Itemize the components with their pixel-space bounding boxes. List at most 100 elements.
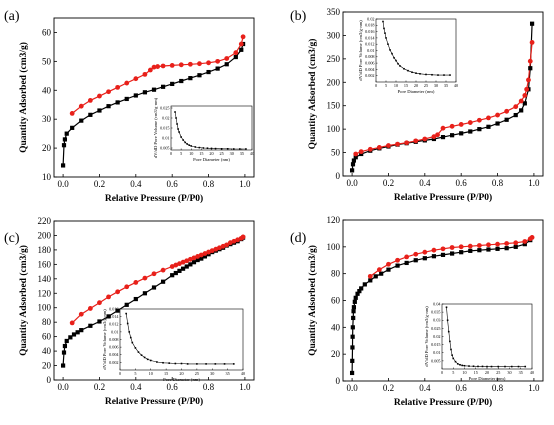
- desorption-point-9: [169, 63, 175, 68]
- inset-point-4: [131, 341, 134, 344]
- inset-x-tick-label: 25: [424, 83, 428, 88]
- adsorption-point-4: [350, 325, 355, 330]
- x-tick-label: 0.6: [456, 383, 468, 393]
- adsorption-point-7: [351, 305, 357, 310]
- inset-point-3: [449, 340, 451, 343]
- inset-point-15: [180, 362, 183, 365]
- adsorption-point-3: [64, 338, 69, 344]
- y-tick-label: 60: [42, 27, 52, 37]
- desorption-markers: [69, 34, 246, 116]
- desorption-point-14: [413, 251, 419, 257]
- y-tick-label: 40: [42, 85, 52, 95]
- adsorption-point-19: [495, 121, 500, 126]
- desorption-point-13: [147, 67, 153, 73]
- adsorption-point-11: [115, 308, 120, 313]
- x-tick-label: 0.8: [492, 178, 504, 188]
- x-tick-label: 0.6: [167, 179, 179, 189]
- desorption-point-4: [215, 58, 221, 64]
- inset-point-2: [128, 331, 131, 333]
- desorption-point-8: [495, 112, 500, 118]
- inset-y-tick-label: 0.03: [433, 318, 440, 323]
- inset-point-18: [226, 148, 229, 150]
- adsorption-point-1: [61, 143, 67, 148]
- inset-point-0: [174, 111, 176, 113]
- inset-point-14: [206, 147, 209, 149]
- inset-point-0: [382, 20, 384, 23]
- desorption-point-5: [224, 242, 230, 248]
- adsorption-point-18: [197, 73, 202, 78]
- inset-x-axis-label: Pore Diameter (nm): [193, 157, 230, 162]
- y-tick-label: 20: [42, 361, 52, 371]
- desorption-point-2: [233, 50, 239, 56]
- x-axis-label: Relative Pressure (P/P0): [394, 192, 492, 203]
- y-tick-label: 0: [47, 375, 52, 385]
- adsorption-point-9: [353, 295, 358, 300]
- adsorption-point-3: [64, 131, 69, 136]
- y-tick-label: 10: [42, 172, 52, 182]
- panel-c: (c)0.0 0.2 0.4 0.6 0.8 1.00204060801001201401…: [4, 216, 255, 407]
- x-tick-label: 0.2: [383, 383, 394, 393]
- inset-y-tick-label: 0.008: [365, 54, 374, 59]
- panel-d: (d)0.0 0.2 0.4 0.6 0.8 1.0020406080100120Rela…: [290, 215, 544, 408]
- inset-x-tick-label: 25: [496, 370, 500, 375]
- desorption-point-0: [240, 34, 246, 40]
- y-tick-label: 120: [38, 288, 52, 298]
- inset-chart: 0 5 10 15 20 25 30 35 40 0.002 0.004 0.006 0.008 0.01…: [102, 306, 245, 382]
- adsorption-point-16: [179, 78, 184, 84]
- inset-point-2: [384, 32, 386, 34]
- adsorption-point-0: [60, 163, 66, 168]
- inset-y-tick-label: 0.015: [431, 342, 440, 347]
- adsorption-point-9: [115, 100, 120, 105]
- adsorption-point-8: [106, 104, 111, 109]
- inset-y-tick-label: 0.014: [365, 35, 375, 40]
- desorption-point-19: [404, 140, 410, 146]
- y-tick-label: 40: [42, 346, 52, 356]
- y-tick-label: 60: [42, 332, 52, 342]
- desorption-point-19: [367, 273, 373, 279]
- desorption-point-15: [187, 256, 193, 262]
- desorption-point-27: [106, 294, 111, 300]
- x-tick-label: 0.0: [57, 179, 69, 189]
- inset-point-4: [178, 131, 180, 133]
- inset-y-tick-label: 0.04: [433, 301, 441, 306]
- desorption-point-21: [386, 143, 391, 148]
- inset-x-tick-label: 35: [444, 83, 448, 88]
- desorption-point-11: [202, 251, 208, 256]
- adsorption-point-5: [79, 118, 84, 123]
- panel-a: (a)0.0 0.2 0.4 0.6 0.8 1.0102030405060Relativ…: [4, 9, 255, 204]
- plot-frame: [342, 11, 544, 177]
- inset-y-tick-label: 0.004: [365, 67, 375, 72]
- inset-x-axis-label: Pore Diameter (nm): [398, 89, 435, 94]
- inset-point-14: [174, 362, 177, 365]
- inset-point-8: [186, 143, 188, 145]
- x-tick-label: 0.4: [130, 179, 142, 189]
- adsorption-point-26: [468, 248, 473, 253]
- desorption-point-14: [440, 125, 446, 131]
- inset-point-8: [456, 363, 459, 365]
- y-tick-label: 20: [331, 349, 341, 359]
- inset-x-tick-label: 20: [179, 371, 183, 376]
- adsorption-point-3: [350, 334, 355, 339]
- inset-y-tick-label: 0.004: [109, 352, 119, 357]
- inset-point-2: [447, 330, 450, 333]
- inset-x-tick-label: 5: [134, 371, 136, 376]
- inset-x-tick-label: 15: [199, 151, 203, 156]
- desorption-point-25: [124, 284, 130, 290]
- inset-y-axis-label: dV/dD Pore Volume (cm3/g·nm): [424, 306, 429, 367]
- y-tick-label: 150: [327, 101, 341, 111]
- desorption-point-12: [458, 122, 464, 127]
- desorption-point-22: [69, 111, 75, 116]
- desorption-point-5: [206, 60, 211, 66]
- inset-point-12: [162, 361, 164, 364]
- x-tick-label: 0.8: [492, 383, 504, 393]
- x-tick-label: 0.0: [57, 382, 69, 392]
- inset-point-11: [463, 364, 466, 367]
- inset-x-tick-label: 30: [230, 151, 234, 156]
- inset-point-8: [395, 59, 397, 62]
- inset-point-14: [415, 72, 417, 74]
- adsorption-point-17: [170, 273, 175, 278]
- desorption-point-10: [476, 117, 482, 123]
- x-tick-label: 0.0: [346, 178, 358, 188]
- adsorption-point-13: [362, 282, 367, 287]
